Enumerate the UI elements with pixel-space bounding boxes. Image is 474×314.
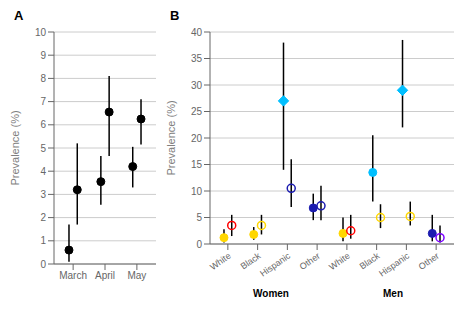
svg-text:Hispanic: Hispanic	[377, 250, 411, 278]
svg-text:Hispanic: Hispanic	[258, 250, 292, 278]
svg-text:4: 4	[40, 166, 46, 177]
svg-text:10: 10	[191, 186, 203, 197]
svg-text:0: 0	[40, 259, 46, 270]
svg-text:Black: Black	[239, 250, 263, 271]
svg-text:10: 10	[35, 27, 47, 38]
svg-text:Prevalence (%): Prevalence (%)	[9, 110, 21, 185]
svg-text:Other: Other	[417, 251, 441, 272]
html-text:Men: Men	[383, 288, 403, 299]
svg-text:March: March	[59, 270, 87, 281]
svg-text:White: White	[208, 251, 233, 272]
svg-text:8: 8	[40, 73, 46, 84]
svg-text:White: White	[327, 251, 352, 272]
svg-text:35: 35	[191, 53, 203, 64]
svg-text:3: 3	[40, 189, 46, 200]
svg-text:5: 5	[40, 143, 46, 154]
svg-text:40: 40	[191, 27, 203, 38]
html-text:A: A	[14, 8, 24, 23]
html-text:Women: Women	[253, 288, 289, 299]
html-text:B: B	[170, 8, 180, 23]
svg-text:15: 15	[191, 159, 203, 170]
svg-text:April: April	[95, 270, 115, 281]
svg-text:0: 0	[196, 239, 202, 250]
svg-text:9: 9	[40, 50, 46, 61]
svg-text:2: 2	[40, 212, 46, 223]
svg-text:30: 30	[191, 80, 203, 91]
svg-text:5: 5	[196, 212, 202, 223]
svg-text:Prevalence (%): Prevalence (%)	[165, 100, 177, 175]
svg-text:1: 1	[40, 235, 46, 246]
svg-text:20: 20	[191, 133, 203, 144]
svg-text:6: 6	[40, 119, 46, 130]
svg-text:7: 7	[40, 96, 46, 107]
svg-text:May: May	[127, 270, 146, 281]
svg-text:25: 25	[191, 106, 203, 117]
svg-text:Other: Other	[298, 251, 322, 272]
svg-text:Black: Black	[358, 250, 382, 271]
